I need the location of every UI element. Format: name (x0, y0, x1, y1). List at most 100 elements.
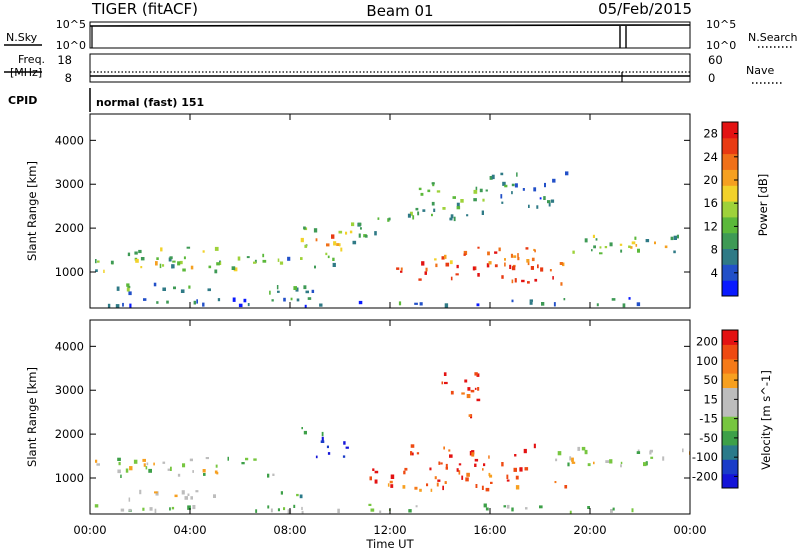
velocity-cell (213, 494, 216, 498)
velocity-cell (133, 459, 138, 464)
power-cell (543, 196, 546, 200)
velocity-cell (464, 379, 468, 383)
power-cell (196, 299, 198, 304)
power-cell (319, 303, 323, 307)
velocity-cell (441, 381, 444, 385)
power-cell (179, 260, 183, 265)
power-ytick-label: 1000 (55, 265, 84, 279)
power-cell (304, 304, 307, 308)
velocity-cell (436, 482, 439, 487)
power-panel-frame (89, 113, 691, 309)
velocity-cell (569, 456, 572, 461)
velocity-cell (581, 446, 586, 451)
power-cell (300, 237, 304, 243)
power-cell (504, 258, 506, 261)
power-colorbar-tick-label: 12 (703, 219, 718, 233)
velocity-cell (162, 461, 166, 464)
x-tick-label: 12:00 (373, 523, 406, 537)
power-cell (173, 286, 176, 290)
velocity-cell (524, 467, 529, 471)
velocity-cell (577, 446, 581, 451)
power-cell (207, 288, 211, 292)
power-cell (418, 278, 422, 281)
power-cell (584, 238, 588, 243)
velocity-cell (412, 452, 414, 456)
power-cell (414, 302, 418, 305)
power-cell (441, 256, 445, 260)
x-tick-label: 04:00 (173, 523, 206, 537)
power-cell (311, 289, 315, 293)
power-cell (433, 208, 436, 212)
velocity-cell (461, 392, 465, 395)
power-cell (333, 241, 337, 246)
velocity-cell (489, 474, 493, 478)
power-cell (473, 189, 478, 194)
power-cell (246, 256, 250, 259)
velocity-cell (490, 481, 493, 484)
power-cell (400, 270, 403, 273)
velocity-colorbar-tick-label: -50 (699, 431, 718, 445)
velocity-colorbar-segment (722, 373, 738, 388)
velocity-cell (456, 468, 459, 472)
power-cell (412, 215, 415, 220)
velocity-cell (475, 484, 478, 488)
power-cell (630, 246, 633, 249)
velocity-cell (387, 483, 390, 487)
power-cell (620, 249, 623, 253)
power-cell (475, 186, 478, 191)
power-cell (645, 239, 650, 243)
power-cell (231, 266, 236, 270)
power-cell (315, 238, 318, 242)
power-cell (563, 298, 566, 301)
power-cell (232, 297, 236, 302)
velocity-colorbar-segment (722, 430, 738, 446)
velocity-cell (515, 485, 520, 490)
power-cell (673, 250, 676, 254)
power-cell (129, 303, 132, 308)
velocity-cell (515, 475, 519, 480)
power-cell (290, 297, 293, 301)
velocity-cell (205, 457, 209, 460)
velocity-cell (438, 461, 441, 465)
velocity-colorbar-tick-label: 200 (696, 335, 718, 349)
power-cell (277, 258, 280, 262)
velocity-cell (458, 463, 462, 466)
power-cell (303, 285, 307, 290)
velocity-cell (645, 461, 648, 466)
velocity-colorbar-tick-label: 50 (703, 373, 718, 387)
velocity-cell (426, 483, 429, 487)
power-cell (407, 213, 411, 218)
power-colorbar-label: Power [dB] (756, 174, 770, 237)
power-cell (126, 287, 130, 292)
x-tick-label: 00:00 (73, 523, 106, 537)
power-cell (529, 301, 533, 305)
velocity-cell (253, 458, 257, 461)
power-cell (305, 290, 309, 294)
velocity-colorbar-segment (722, 416, 738, 432)
power-cell (595, 238, 598, 241)
velocity-cell (404, 467, 408, 471)
velocity-cell (142, 458, 146, 462)
velocity-cell (506, 479, 510, 482)
power-cell (444, 303, 449, 308)
velocity-colorbar-segment (722, 401, 738, 417)
power-cell (550, 199, 555, 203)
power-cell (377, 217, 380, 220)
power-cell (338, 230, 343, 234)
power-cell (336, 243, 340, 246)
power-cell (599, 246, 602, 249)
velocity-cell (643, 462, 647, 467)
power-cell (388, 217, 391, 221)
power-cell (450, 276, 453, 281)
power-cell (128, 291, 132, 296)
cpid-label: CPID (8, 94, 37, 107)
power-cell (517, 253, 519, 258)
power-cell (562, 262, 565, 267)
power-cell (527, 281, 530, 284)
velocity-cell (390, 474, 395, 479)
power-cell (442, 207, 446, 210)
velocity-cell (609, 459, 613, 464)
velocity-cell (467, 387, 471, 391)
power-cell (247, 303, 250, 307)
nsky-tick-min: 10^0 (56, 39, 86, 52)
